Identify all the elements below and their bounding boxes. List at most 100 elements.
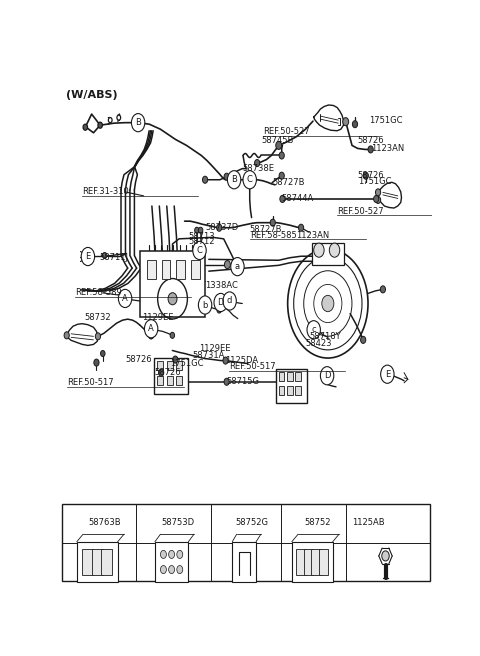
Text: (W/ABS): (W/ABS)	[66, 90, 117, 100]
Text: c: c	[312, 325, 316, 335]
FancyBboxPatch shape	[155, 542, 188, 582]
Circle shape	[64, 332, 69, 339]
Circle shape	[254, 159, 260, 167]
Text: 58715G: 58715G	[227, 377, 260, 386]
Text: 58726: 58726	[358, 171, 384, 180]
Text: a: a	[71, 518, 76, 527]
Circle shape	[279, 172, 284, 179]
Circle shape	[119, 289, 132, 308]
FancyBboxPatch shape	[191, 260, 200, 279]
Text: 58727B: 58727B	[272, 178, 304, 187]
FancyBboxPatch shape	[292, 542, 333, 582]
Circle shape	[363, 172, 368, 179]
Circle shape	[382, 551, 389, 561]
Text: B: B	[231, 175, 237, 184]
Text: 58726: 58726	[155, 368, 181, 377]
FancyBboxPatch shape	[157, 377, 163, 385]
Circle shape	[228, 171, 241, 189]
Circle shape	[214, 514, 228, 531]
Circle shape	[148, 332, 154, 339]
FancyBboxPatch shape	[311, 549, 321, 575]
Text: b: b	[203, 300, 208, 310]
FancyBboxPatch shape	[287, 372, 292, 381]
Text: 58763B: 58763B	[88, 518, 121, 527]
Circle shape	[243, 171, 256, 189]
Circle shape	[177, 565, 183, 573]
Text: 58423: 58423	[305, 339, 332, 348]
Circle shape	[168, 565, 175, 573]
Text: 1751GC: 1751GC	[369, 115, 402, 125]
Text: 1129EE: 1129EE	[142, 313, 173, 322]
FancyBboxPatch shape	[83, 549, 94, 575]
Circle shape	[177, 550, 183, 558]
Text: 1123AN: 1123AN	[296, 231, 329, 240]
Text: 58738E: 58738E	[242, 164, 274, 173]
Circle shape	[280, 195, 285, 203]
Text: d: d	[227, 297, 232, 306]
Circle shape	[314, 243, 324, 257]
Text: 58726: 58726	[358, 136, 384, 145]
Text: 1125DA: 1125DA	[226, 356, 259, 365]
FancyBboxPatch shape	[312, 243, 344, 265]
Circle shape	[148, 332, 154, 339]
FancyBboxPatch shape	[77, 542, 118, 582]
FancyBboxPatch shape	[140, 251, 205, 317]
Circle shape	[352, 121, 358, 128]
Circle shape	[108, 117, 112, 123]
Text: 1338AC: 1338AC	[205, 281, 238, 291]
Circle shape	[168, 293, 177, 305]
FancyBboxPatch shape	[101, 549, 112, 575]
FancyBboxPatch shape	[279, 372, 284, 381]
Circle shape	[284, 514, 297, 531]
Circle shape	[195, 227, 199, 234]
Circle shape	[343, 117, 348, 126]
Text: A: A	[122, 294, 128, 303]
Circle shape	[307, 321, 321, 339]
Text: 58712: 58712	[188, 237, 215, 247]
Circle shape	[373, 195, 379, 203]
Text: E: E	[85, 252, 91, 261]
Circle shape	[96, 333, 100, 340]
Text: C: C	[247, 175, 252, 184]
Circle shape	[216, 224, 222, 232]
Circle shape	[160, 565, 167, 573]
Circle shape	[380, 286, 385, 293]
FancyBboxPatch shape	[157, 361, 163, 370]
FancyBboxPatch shape	[279, 386, 284, 396]
Text: 58753D: 58753D	[162, 518, 195, 527]
Circle shape	[368, 146, 373, 153]
Circle shape	[81, 247, 95, 266]
Text: REF.58-585: REF.58-585	[250, 231, 297, 240]
Circle shape	[140, 514, 154, 531]
Circle shape	[102, 253, 107, 258]
Text: C: C	[197, 246, 203, 255]
Text: 1125AB: 1125AB	[352, 518, 384, 527]
Circle shape	[173, 356, 178, 363]
FancyBboxPatch shape	[295, 386, 300, 396]
FancyBboxPatch shape	[167, 377, 173, 385]
Circle shape	[270, 219, 276, 226]
Text: REF.50-517: REF.50-517	[67, 379, 114, 387]
Circle shape	[375, 196, 381, 203]
FancyBboxPatch shape	[167, 361, 173, 370]
Text: 58744A: 58744A	[281, 194, 313, 203]
FancyBboxPatch shape	[295, 372, 300, 381]
Text: 58732: 58732	[84, 313, 111, 322]
Text: B: B	[135, 118, 141, 127]
Text: REF.50-527: REF.50-527	[263, 127, 310, 136]
Circle shape	[198, 227, 203, 234]
Text: D: D	[324, 371, 330, 380]
Text: 58745B: 58745B	[261, 136, 293, 145]
Text: 1751GC: 1751GC	[170, 359, 203, 368]
FancyBboxPatch shape	[287, 386, 292, 396]
Circle shape	[214, 293, 228, 312]
Circle shape	[132, 113, 145, 132]
Circle shape	[299, 224, 304, 232]
FancyBboxPatch shape	[232, 542, 256, 582]
Circle shape	[100, 350, 105, 356]
Circle shape	[321, 367, 334, 385]
Text: REF.31-310: REF.31-310	[83, 188, 129, 196]
Text: a: a	[235, 262, 240, 271]
Text: 58731A: 58731A	[192, 350, 225, 359]
Circle shape	[168, 550, 175, 558]
